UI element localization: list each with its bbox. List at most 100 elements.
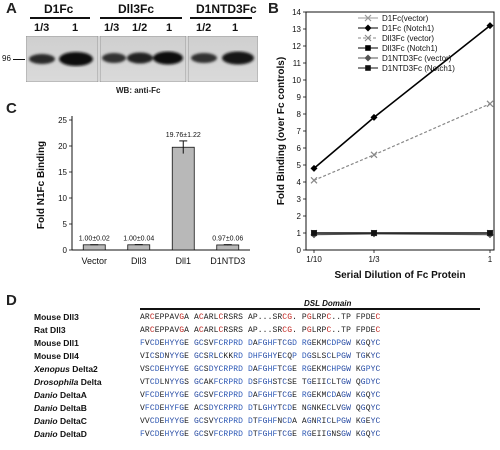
group-bar-d1ntd3fc [190, 17, 252, 19]
sequence-text: VSCDEHYYGE GCSDYCRPRD DAFGHFTCGE RGEKMCH… [140, 365, 380, 374]
group-bar-dll3fc [100, 17, 182, 19]
genus-name: Drosophila [34, 377, 78, 387]
bar-chart: 0510152025Fold N1Fc Binding 1.00±0.02Vec… [0, 100, 262, 280]
dsl-domain-bar [140, 308, 480, 310]
data-point [311, 177, 317, 183]
legend-label: D1NTD3Fc (vector) [382, 54, 452, 63]
y-tick-label: 0 [297, 246, 302, 255]
sequence-text: VTCDLNYYGS GCAKFCRPRD DSFGHSTCSE TGEIICL… [140, 378, 380, 387]
sequence-text: FVCDEHYYGE GCSVFCRPRD DTFGHFTCGE RGEIIGN… [140, 430, 380, 439]
alignment-row: Danio DeltaA VFCDEHYYGE GCSVFCRPRD DAFGHF… [34, 390, 494, 403]
data-point [371, 230, 377, 236]
group-label-d1ntd3fc: D1NTD3Fc [196, 2, 257, 16]
sequence-text: VICSDNYYGE GCSRLCKKRD DHFGHYECQP DGSLSCL… [140, 352, 380, 361]
y-tick-label: 0 [63, 246, 68, 255]
alignment-row: Danio DeltaC VVCDEHYYGE GCSVYCRPRD DTFGHF… [34, 416, 494, 429]
y-tick-label: 4 [297, 178, 302, 187]
bar-value-label: 0.97±0.06 [212, 236, 243, 243]
residue: C [376, 326, 381, 335]
species-name: Xenopus Delta2 [34, 364, 98, 374]
sequence-text: FVCDEHYYGE GCSVFCRPRD DAFGHFTCGD RGEKMCD… [140, 339, 380, 348]
protein-name: DeltaB [58, 403, 87, 413]
marker-label: 96 [2, 54, 11, 63]
category-label: Dll3 [131, 256, 147, 266]
genus-name: Danio [34, 416, 58, 426]
x-tick-label: 1/3 [368, 255, 380, 264]
alignment-row: Rat Dll3 ARCEPPAVGA ACARLCRSRS AP...SRCG.… [34, 325, 494, 338]
y-tick-label: 12 [292, 42, 301, 51]
residue: C [376, 313, 381, 322]
x-tick-label: 1/10 [306, 255, 322, 264]
protein-name: DeltaC [58, 416, 87, 426]
x-axis-title: Serial Dilution of Fc Protein [334, 270, 465, 281]
sequence-text: VVCDEHYYGE GCSVYCRPRD DTFGHFNCDA AGNRICL… [140, 417, 380, 426]
legend-marker [365, 45, 371, 51]
residue: C [376, 352, 381, 361]
lane-label-7: 1 [232, 22, 238, 34]
category-label: Dll1 [175, 256, 191, 266]
category-label: D1NTD3 [210, 256, 245, 266]
y-axis-title: Fold N1Fc Binding [36, 141, 47, 229]
series-line [314, 234, 490, 235]
y-tick-label: 11 [293, 59, 302, 68]
species-name: Mouse Dll4 [34, 351, 79, 361]
lane-label-2: 1 [72, 22, 78, 34]
genus-name: Danio [34, 429, 58, 439]
marker-tick [13, 59, 25, 60]
y-tick-label: 5 [297, 161, 302, 170]
protein-name: DeltaA [58, 390, 87, 400]
residue: C [376, 339, 381, 348]
residue: C [376, 430, 381, 439]
y-axis-title: Fold Binding (over Fc controls) [276, 57, 287, 205]
group-label-dll3fc: Dll3Fc [118, 2, 154, 16]
genus-name: Danio [34, 403, 58, 413]
y-tick-label: 6 [297, 144, 302, 153]
data-point [487, 230, 493, 236]
residue: C [376, 365, 381, 374]
genus-name: Danio [34, 390, 58, 400]
species-name: Drosophila Delta [34, 377, 102, 387]
bar [83, 245, 105, 250]
sequence-text: VFCDEHYFGE ACSDYCRPRD DTLGHYTCDE NGNKECL… [140, 404, 380, 413]
sequence-text: ARCEPPAVGA ACARLCRSRS AP...SRCG. PGLRPC.… [140, 313, 380, 322]
y-tick-label: 10 [292, 76, 301, 85]
alignment-row: Mouse Dll3 ARCEPPAVGA ACARLCRSRS AP...SRC… [34, 312, 494, 325]
lane-label-4: 1/2 [132, 22, 147, 34]
residue: C [376, 404, 381, 413]
alignment-row: Drosophila Delta VTCDLNYYGS GCAKFCRPRD DS… [34, 377, 494, 390]
protein-name: Mouse Dll3 [34, 312, 79, 322]
bar [217, 245, 239, 250]
y-tick-label: 15 [58, 168, 67, 177]
western-blot-image [26, 36, 258, 82]
alignment-row: Xenopus Delta2 VSCDEHYYGE GCSDYCRPRD DAFG… [34, 364, 494, 377]
legend-label: D1NTD3Fc (Notch1) [382, 64, 455, 73]
bar-value-label: 1.00±0.02 [79, 236, 110, 243]
panel-a-letter: A [6, 0, 17, 17]
alignment-row: Mouse Dll1 FVCDEHYYGE GCSVFCRPRD DAFGHFTC… [34, 338, 494, 351]
species-name: Mouse Dll3 [34, 312, 79, 322]
line-chart: 012345678910111213141/10 1/3 1Serial Dilut… [268, 0, 500, 295]
lane-label-3: 1/3 [104, 22, 119, 34]
bar-value-label: 19.76±1.22 [166, 132, 201, 139]
data-point [371, 152, 377, 158]
lane-label-5: 1 [166, 22, 172, 34]
residue: C [376, 391, 381, 400]
x-tick-label: 1 [488, 255, 493, 264]
bar-value-label: 1.00±0.04 [123, 236, 154, 243]
protein-name: Rat Dll3 [34, 325, 66, 335]
legend-marker [365, 65, 371, 71]
y-tick-label: 7 [297, 127, 302, 136]
residue: C [376, 417, 381, 426]
protein-name: Mouse Dll1 [34, 338, 79, 348]
blot-caption: WB: anti-Fc [116, 86, 160, 95]
y-tick-label: 2 [297, 212, 302, 221]
group-bar-d1fc [30, 17, 90, 19]
bar [128, 245, 150, 250]
y-tick-label: 20 [58, 142, 67, 151]
series-line [314, 104, 490, 181]
y-tick-label: 10 [58, 194, 67, 203]
sequence-text: ARCEPPAVGA ACARLCRSRS AP...SRCG. PGLRPC.… [140, 326, 380, 335]
species-name: Rat Dll3 [34, 325, 66, 335]
bar [172, 147, 194, 250]
dsl-domain-title: DSL Domain [304, 299, 351, 308]
